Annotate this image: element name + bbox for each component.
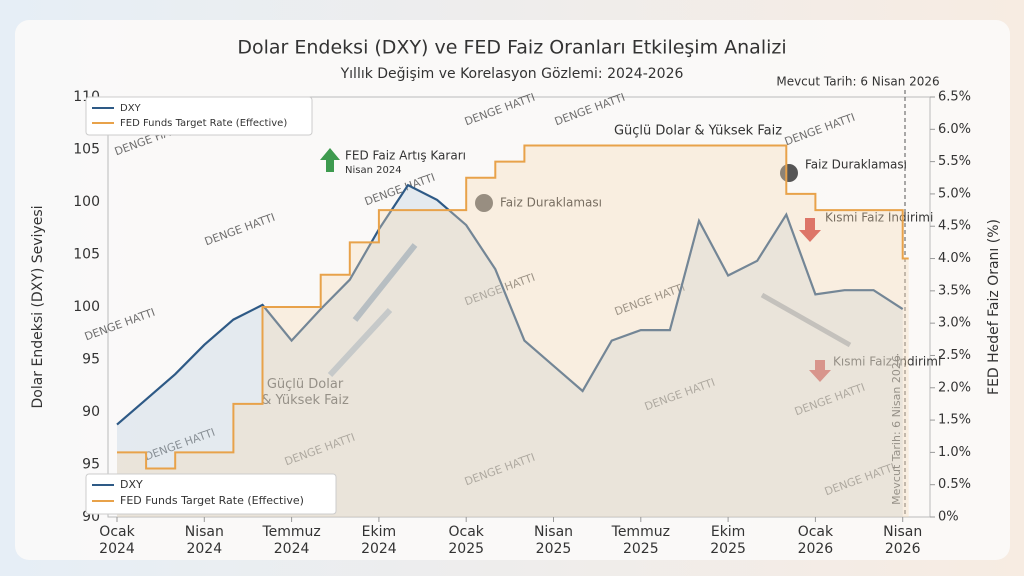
y2-tick-label: 6.0% [938,122,971,137]
x-tick-label: Nisan 2024 [185,524,224,557]
y2-tick-label: 4.5% [938,219,971,234]
x-tick-label-line: Ocak [99,524,135,540]
annotation-line: Güçlü Dolar [267,377,344,392]
x-tick-label-line: 2025 [623,541,659,557]
x-tick-label-line: 2024 [274,541,310,557]
y-tick-label: 90 [82,404,100,420]
annotation: Faiz Duraklaması [500,196,602,210]
y2-tick-label: 0% [938,510,959,525]
x-tick-label: Nisan 2025 [534,524,573,557]
y2-axis-label: FED Hedef Faiz Oranı (%) [986,219,1002,395]
x-tick-label: Ocak 2024 [99,524,135,557]
x-tick-label-line: 2025 [710,541,746,557]
y2-tick-label: 2.5% [938,348,971,363]
y2-tick-label: 5.5% [938,154,971,169]
annotations: FED Faiz Artış Kararı Nisan 2024 Faiz Du… [261,124,941,408]
annotation: Güçlü Dolar & Yüksek Faiz [614,124,782,139]
legend-label: FED Funds Target Rate (Effective) [120,494,304,507]
series-line [117,144,909,470]
y2-tick-label: 5.0% [938,186,971,201]
card [15,20,1010,560]
up-arrow-icon [320,148,340,172]
y-tick-label: 100 [73,194,100,210]
annotation: FED Faiz Artış Kararı [345,149,466,163]
x-tick-label-line: Nisan [185,524,224,540]
pause-icon [475,194,493,212]
y-tick-label: 95 [82,457,100,473]
x-tick-label-line: Ekim [362,524,396,540]
x-tick-label: Temmuz 2024 [261,524,320,557]
pause-icon [780,164,798,182]
series-line [116,183,904,426]
y2-tick-label: 0.5% [938,477,971,492]
legend-label: DXY [120,103,142,114]
annotation: Güçlü Dolar & Yüksek Faiz [261,377,349,408]
x-tick-label-line: 2024 [186,541,222,557]
x-tick-label-line: Ekim [711,524,745,540]
y2-tick-label: 3.0% [938,316,971,331]
x-tick-label-line: Nisan [883,524,922,540]
x-tick-label-line: 2026 [885,541,921,557]
legend-box [85,473,337,515]
y2-tick-label: 4.0% [938,251,971,266]
legend-label: DXY [120,478,143,491]
x-tick-label: Ocak 2025 [448,524,484,557]
arrow [760,292,852,348]
y-tick-label: 105 [73,142,100,158]
x-tick-label-line: Temmuz [261,524,320,540]
chart-subtitle: Yıllık Değişim ve Korelasyon Gözlemi: 20… [340,66,684,82]
x-tick-label-line: 2025 [448,541,484,557]
y-axis-label: Dolar Endeksi (DXY) Seviyesi [30,205,46,408]
annotation: Kısmi Faiz İndirimi [825,210,933,225]
arrow [352,243,418,322]
annotation: Nisan 2024 [345,165,402,176]
x-tick-label-line: Ocak [798,524,834,540]
y2-tick-label: 6.5% [938,90,971,105]
current-date-vertical: Mevcut Tarih: 6 Nisan 2026 [890,355,903,505]
x-tick-label-line: 2025 [536,541,572,557]
current-date: Mevcut Tarih: 6 Nisan 2026 [776,75,939,89]
x-tick-label-line: Nisan [534,524,573,540]
x-tick-label: Nisan 2026 [883,524,922,557]
dxy-area [117,185,903,517]
x-tick-label-line: 2024 [99,541,135,557]
annotation-line: & Yüksek Faiz [261,393,349,408]
x-tick-label: Temmuz 2025 [611,524,670,557]
down-arrow-icon [809,360,831,382]
x-tick-label: Ekim 2025 [710,524,746,557]
legend-box [85,96,313,136]
x-tick-label-line: Ocak [448,524,484,540]
x-tick-label-line: 2026 [798,541,834,557]
down-arrow-icon [799,218,821,242]
y2-tick-label: 1.5% [938,413,971,428]
annotation: Faiz Duraklaması [805,158,907,172]
y2-tick-label: 3.5% [938,283,971,298]
arrow [327,307,393,378]
fed-area [117,145,909,517]
y2-tick-label: 1.0% [938,445,971,460]
x-tick-label-line: 2024 [361,541,397,557]
x-tick-label: Ekim 2024 [361,524,397,557]
x-tick-label: Ocak 2026 [798,524,834,557]
y-tick-label: 105 [73,247,100,263]
legend-label: FED Funds Target Rate (Effective) [120,118,287,129]
annotation: Kısmi Faiz İndirimi [833,354,941,369]
chart-title: Dolar Endeksi (DXY) ve FED Faiz Oranları… [237,37,786,59]
y2-tick-label: 2.0% [938,380,971,395]
x-tick-label-line: Temmuz [611,524,670,540]
y-tick-label: 95 [82,352,100,368]
y-tick-label: 100 [73,299,100,315]
plot-frame [107,96,931,518]
